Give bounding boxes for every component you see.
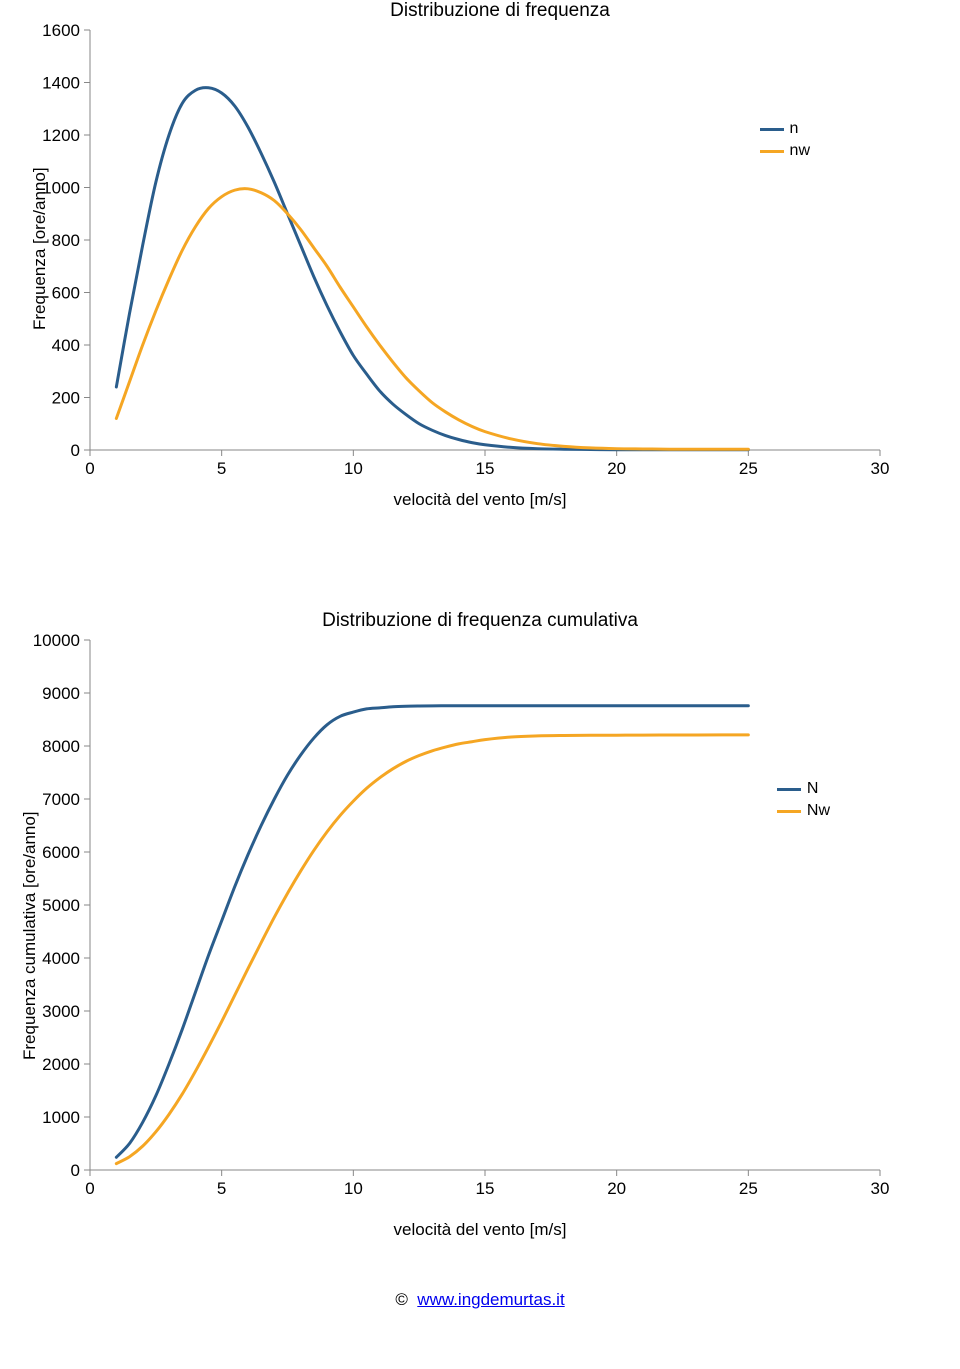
legend-item: n	[760, 120, 810, 138]
svg-text:4000: 4000	[42, 949, 80, 968]
svg-text:7000: 7000	[42, 790, 80, 809]
legend-swatch	[760, 128, 784, 131]
svg-text:10000: 10000	[33, 631, 80, 650]
svg-text:20: 20	[607, 459, 626, 478]
svg-text:0: 0	[85, 459, 94, 478]
chart2-legend: N Nw	[777, 780, 830, 824]
svg-text:400: 400	[52, 336, 80, 355]
svg-text:10: 10	[344, 1179, 363, 1198]
svg-text:15: 15	[476, 1179, 495, 1198]
legend-label: Nw	[807, 802, 830, 820]
chart-cumulative-distribution: Distribuzione di frequenza cumulativa 05…	[0, 610, 960, 1270]
footer-link[interactable]: www.ingdemurtas.it	[417, 1290, 564, 1309]
svg-text:600: 600	[52, 284, 80, 303]
legend-item: N	[777, 780, 830, 798]
svg-text:3000: 3000	[42, 1002, 80, 1021]
legend-swatch	[777, 788, 801, 791]
svg-text:5: 5	[217, 1179, 226, 1198]
svg-text:25: 25	[739, 459, 758, 478]
svg-text:0: 0	[71, 1161, 80, 1180]
legend-label: N	[807, 780, 819, 798]
svg-text:5000: 5000	[42, 896, 80, 915]
svg-text:5: 5	[217, 459, 226, 478]
legend-swatch	[777, 810, 801, 813]
svg-text:1600: 1600	[42, 21, 80, 40]
svg-text:6000: 6000	[42, 843, 80, 862]
svg-text:2000: 2000	[42, 1055, 80, 1074]
legend-item: nw	[760, 142, 810, 160]
svg-text:20: 20	[607, 1179, 626, 1198]
footer: © www.ingdemurtas.it	[0, 1290, 960, 1320]
svg-text:10: 10	[344, 459, 363, 478]
svg-text:1400: 1400	[42, 74, 80, 93]
svg-text:25: 25	[739, 1179, 758, 1198]
svg-text:800: 800	[52, 231, 80, 250]
copyright-symbol: ©	[395, 1290, 408, 1309]
legend-label: nw	[790, 142, 810, 160]
svg-text:8000: 8000	[42, 737, 80, 756]
svg-text:1000: 1000	[42, 1108, 80, 1127]
chart1-ylabel: Frequenza [ore/anno]	[30, 130, 50, 330]
chart-frequency-distribution: Distribuzione di frequenza 0510152025300…	[0, 0, 960, 540]
svg-text:9000: 9000	[42, 684, 80, 703]
chart2-xlabel: velocità del vento [m/s]	[0, 1220, 960, 1240]
svg-text:0: 0	[85, 1179, 94, 1198]
chart1-xlabel: velocità del vento [m/s]	[0, 490, 960, 510]
chart1-legend: n nw	[760, 120, 810, 164]
legend-swatch	[760, 150, 784, 153]
svg-text:200: 200	[52, 389, 80, 408]
svg-text:30: 30	[871, 1179, 890, 1198]
legend-label: n	[790, 120, 799, 138]
chart2-ylabel: Frequenza cumulativa [ore/anno]	[20, 780, 40, 1060]
svg-text:0: 0	[71, 441, 80, 460]
chart1-plot: 0510152025300200400600800100012001400160…	[0, 0, 960, 510]
chart2-plot: 0 5 10 15 20 25 30 0 1000 2000 3000 4000 5000 6000 700…	[0, 610, 960, 1240]
svg-text:30: 30	[871, 459, 890, 478]
svg-text:15: 15	[476, 459, 495, 478]
legend-item: Nw	[777, 802, 830, 820]
